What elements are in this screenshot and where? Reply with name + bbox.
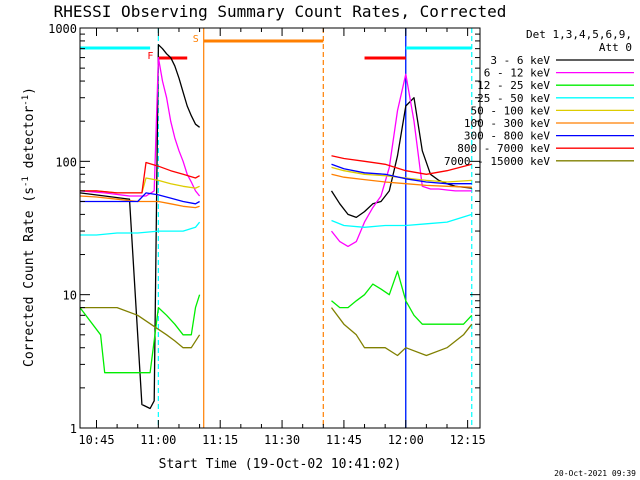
plot-frame <box>79 27 481 429</box>
series-line <box>80 213 472 236</box>
legend-label: 800 - 7000 keV <box>457 142 550 155</box>
y-axis-label-part: -1 <box>21 176 31 187</box>
plot-area: FS <box>79 28 473 428</box>
y-axis-label-part: -1 <box>21 95 31 106</box>
legend-label: 3 - 6 keV <box>490 54 550 67</box>
x-tick-label: 11:15 <box>202 433 238 447</box>
series-line <box>80 155 472 194</box>
legend-label: 12 - 25 keV <box>477 79 550 92</box>
chart-title: RHESSI Observing Summary Count Rates, Co… <box>54 2 507 21</box>
interval-bar-label: F <box>147 51 153 62</box>
legend-label: 50 - 100 keV <box>471 104 551 117</box>
series-line <box>79 270 473 374</box>
x-tick-label: 11:30 <box>264 433 300 447</box>
x-tick-label: 10:45 <box>78 433 114 447</box>
y-tick-label: 100 <box>55 155 77 169</box>
x-tick-label: 11:45 <box>326 433 362 447</box>
x-tick-label: 12:00 <box>388 433 424 447</box>
y-tick-label: 1 <box>70 422 77 436</box>
y-tick-label: 1000 <box>48 22 77 36</box>
legend-label: 7000 - 15000 keV <box>444 155 550 168</box>
y-axis-label-part: ) <box>22 87 37 95</box>
y-tick-label: 10 <box>63 289 77 303</box>
y-axis-label-part: Corrected Count Rate (s <box>22 187 37 367</box>
x-tick-label: 11:00 <box>140 433 176 447</box>
series-line <box>80 163 472 205</box>
legend-label: 25 - 50 keV <box>477 92 550 105</box>
legend-title-line: Det 1,3,4,5,6,9, <box>526 28 632 41</box>
legend-title-line: Att 0 <box>599 41 632 54</box>
legend-label: 6 - 12 keV <box>484 67 551 80</box>
y-axis-label-part: detector <box>22 106 37 177</box>
interval-bar-label: S <box>193 34 199 45</box>
x-axis-label: Start Time (19-Oct-02 10:41:02) <box>159 457 402 472</box>
generated-timestamp: 20-Oct-2021 09:39 <box>554 469 636 478</box>
series-line <box>79 44 472 410</box>
legend-label: 100 - 300 keV <box>464 117 550 130</box>
series-line <box>79 173 472 209</box>
series-line <box>79 56 472 248</box>
axes: 10:45 11:00 11:15 11:30 11:45 12:00 12:15 1 10 10… <box>48 22 486 447</box>
x-tick-label: 12:15 <box>450 433 486 447</box>
series-line <box>80 306 473 357</box>
y-axis-label: Corrected Count Rate (s-1 detector-1) <box>21 87 37 367</box>
legend-label: 300 - 800 keV <box>464 130 550 143</box>
